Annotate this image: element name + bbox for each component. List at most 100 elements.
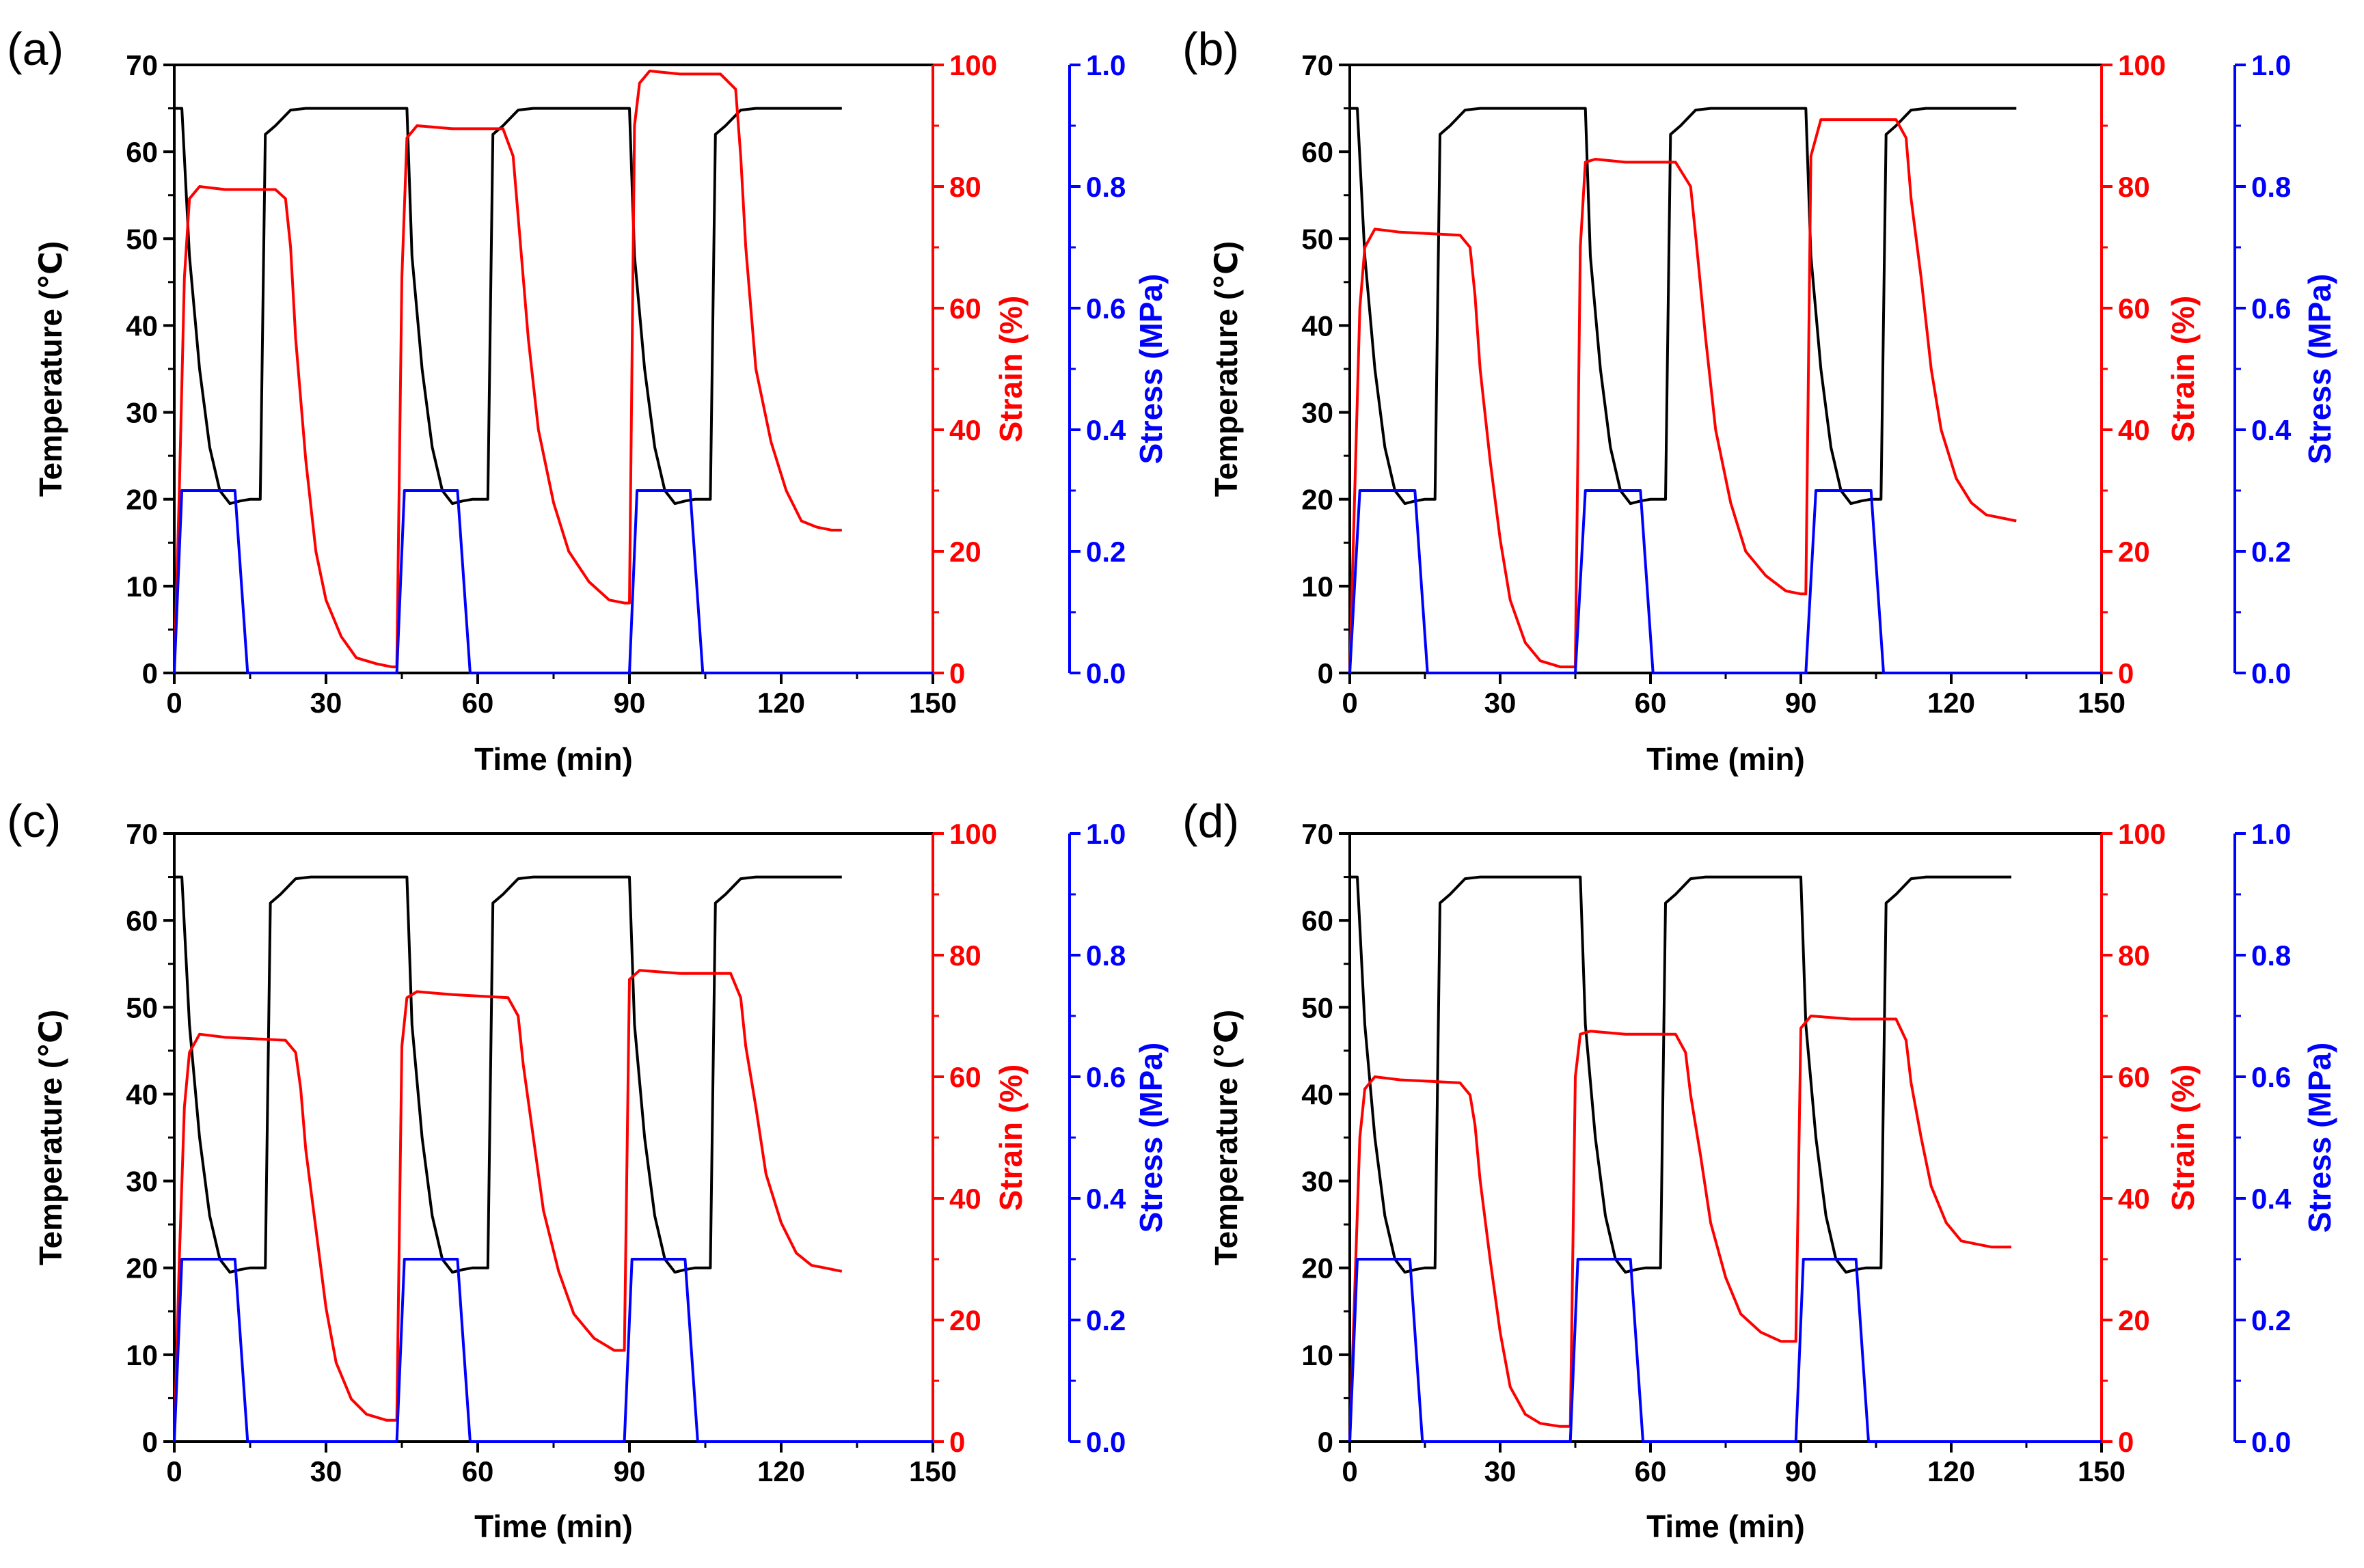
stress-tick-label: 0.4 [2251, 1183, 2292, 1215]
strain-tick-label: 100 [949, 818, 997, 850]
strain-tick-label: 0 [2118, 657, 2134, 689]
temperature-tick-label: 20 [126, 1252, 158, 1284]
x-tick-label: 90 [1785, 1455, 1817, 1487]
stress-tick-label: 1.0 [1086, 818, 1126, 850]
plot-frame [1348, 832, 2103, 1443]
strain-series-line [173, 969, 843, 1442]
temperature-series-line [1350, 107, 2017, 506]
temperature-tick-label: 10 [1301, 570, 1333, 603]
stress-axis-title: Stress (MPa) [2302, 274, 2337, 465]
x-tick-label: 0 [1342, 687, 1357, 719]
panel-label: (b) [1182, 23, 1239, 75]
temperature-tick-label: 40 [1301, 310, 1333, 342]
temperature-tick-label: 20 [1301, 1252, 1333, 1284]
temperature-axis-title: Temperature (℃) [1208, 241, 1244, 497]
x-tick-label: 90 [1785, 687, 1817, 719]
strain-tick-label: 40 [2118, 1183, 2150, 1215]
stress-tick-label: 0.4 [2251, 414, 2292, 446]
strain-tick-label: 40 [949, 414, 981, 446]
strain-tick-label: 60 [2118, 292, 2150, 325]
plot-frame [173, 832, 934, 1443]
temperature-tick-label: 0 [142, 657, 158, 689]
strain-tick-label: 20 [949, 536, 981, 568]
strain-tick-label: 80 [949, 939, 981, 972]
temperature-tick-label: 40 [126, 1078, 158, 1110]
temperature-tick-label: 50 [1301, 223, 1333, 255]
temperature-series-line [174, 875, 842, 1274]
x-tick-label: 0 [166, 687, 182, 719]
x-tick-label: 150 [2078, 1455, 2125, 1487]
x-tick-label: 120 [1927, 1455, 1975, 1487]
x-tick-label: 30 [310, 1455, 342, 1487]
stress-axis-title: Stress (MPa) [2302, 1043, 2337, 1233]
stress-tick-label: 0.6 [1086, 292, 1126, 325]
stress-tick-label: 0.6 [2251, 292, 2291, 325]
temperature-tick-label: 20 [126, 484, 158, 516]
stress-tick-label: 0.0 [2251, 1426, 2291, 1458]
chart-panel-1: (a)0 30 60 90 120 150010203040506070020406080… [7, 23, 1169, 777]
strain-tick-label: 60 [949, 1061, 981, 1093]
chart-panel-4: (d)0 30 60 90 120 150010203040506070020406080… [1182, 795, 2337, 1544]
stress-series-line [173, 489, 933, 674]
stress-tick-label: 0.2 [2251, 536, 2291, 568]
x-axis-title: Time (min) [1646, 741, 1805, 777]
x-tick-label: 150 [2078, 687, 2125, 719]
stress-tick-label: 0.8 [2251, 171, 2291, 203]
stress-tick-label: 0.4 [1086, 414, 1126, 446]
temperature-tick-label: 30 [1301, 397, 1333, 429]
x-tick-label: 60 [1635, 1455, 1667, 1487]
x-tick-label: 30 [310, 687, 342, 719]
strain-tick-label: 80 [2118, 939, 2150, 972]
x-tick-label: 30 [1484, 1455, 1517, 1487]
stress-series-line [173, 1258, 933, 1443]
stress-tick-label: 0.2 [1086, 1304, 1126, 1336]
temperature-tick-label: 50 [126, 991, 158, 1023]
temperature-tick-label: 0 [1318, 657, 1333, 689]
x-tick-label: 120 [757, 1455, 805, 1487]
x-tick-label: 60 [462, 1455, 494, 1487]
strain-axis-title: Strain (%) [2165, 296, 2201, 443]
stress-axis-title: Stress (MPa) [1133, 274, 1169, 465]
x-tick-label: 0 [166, 1455, 182, 1487]
temperature-tick-label: 0 [1318, 1426, 1333, 1458]
stress-tick-label: 1.0 [2251, 818, 2291, 850]
temperature-tick-label: 20 [1301, 484, 1333, 516]
temperature-tick-label: 70 [126, 818, 158, 850]
strain-tick-label: 40 [949, 1183, 981, 1215]
strain-tick-label: 60 [2118, 1061, 2150, 1093]
temperature-tick-label: 60 [126, 136, 158, 168]
strain-tick-label: 100 [2118, 49, 2166, 81]
temperature-tick-label: 60 [1301, 136, 1333, 168]
strain-axis-title: Strain (%) [993, 296, 1029, 443]
panel-label: (c) [7, 795, 61, 847]
panel-label: (a) [7, 23, 64, 75]
strain-tick-label: 40 [2118, 414, 2150, 446]
stress-axis-title: Stress (MPa) [1133, 1043, 1169, 1233]
stress-tick-label: 0.8 [1086, 171, 1126, 203]
strain-tick-label: 100 [2118, 818, 2166, 850]
x-tick-label: 0 [1342, 1455, 1357, 1487]
x-axis-title: Time (min) [1646, 1509, 1805, 1544]
x-axis-title: Time (min) [474, 1509, 633, 1544]
stress-series-line [1348, 1258, 2102, 1443]
strain-tick-label: 20 [949, 1304, 981, 1336]
strain-axis-title: Strain (%) [2165, 1064, 2201, 1211]
plot-frame [173, 64, 934, 674]
strain-tick-label: 20 [2118, 536, 2150, 568]
temperature-axis-title: Temperature (℃) [1208, 1010, 1244, 1265]
stress-tick-label: 0.0 [1086, 1426, 1126, 1458]
temperature-tick-label: 60 [1301, 905, 1333, 937]
chart-panel-2: (b)0 30 60 90 120 150010203040506070020406080… [1182, 23, 2337, 777]
x-tick-label: 120 [1927, 687, 1975, 719]
stress-tick-label: 0.2 [2251, 1304, 2291, 1336]
panel-label: (d) [1182, 795, 1239, 847]
stress-tick-label: 1.0 [2251, 49, 2291, 81]
x-tick-label: 150 [909, 1455, 957, 1487]
temperature-tick-label: 40 [1301, 1078, 1333, 1110]
stress-tick-label: 0.0 [2251, 657, 2291, 689]
chart-panel-3: (c)0 30 60 90 120 150010203040506070020406080… [7, 795, 1169, 1544]
temperature-tick-label: 70 [126, 49, 158, 81]
stress-series-line [1348, 489, 2102, 674]
x-tick-label: 60 [462, 687, 494, 719]
